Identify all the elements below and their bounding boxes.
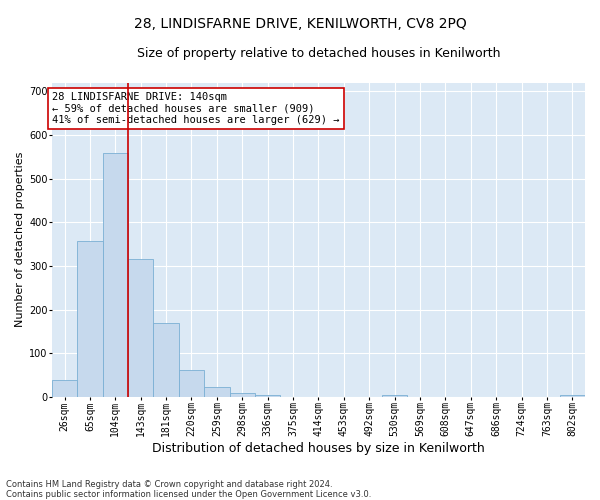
Bar: [179, 370, 204, 397]
Bar: [52, 380, 77, 397]
Text: 28 LINDISFARNE DRIVE: 140sqm
← 59% of detached houses are smaller (909)
41% of s: 28 LINDISFARNE DRIVE: 140sqm ← 59% of de…: [52, 92, 340, 125]
Bar: [560, 395, 585, 397]
Text: Contains public sector information licensed under the Open Government Licence v3: Contains public sector information licen…: [6, 490, 371, 499]
Bar: [103, 154, 128, 397]
Bar: [204, 388, 230, 397]
Title: Size of property relative to detached houses in Kenilworth: Size of property relative to detached ho…: [137, 48, 500, 60]
Bar: [230, 392, 255, 397]
Bar: [382, 395, 407, 397]
Text: 28, LINDISFARNE DRIVE, KENILWORTH, CV8 2PQ: 28, LINDISFARNE DRIVE, KENILWORTH, CV8 2…: [134, 18, 466, 32]
Y-axis label: Number of detached properties: Number of detached properties: [15, 152, 25, 328]
Bar: [255, 395, 280, 397]
Bar: [128, 260, 154, 397]
Text: Contains HM Land Registry data © Crown copyright and database right 2024.: Contains HM Land Registry data © Crown c…: [6, 480, 332, 489]
X-axis label: Distribution of detached houses by size in Kenilworth: Distribution of detached houses by size …: [152, 442, 485, 455]
Bar: [77, 240, 103, 397]
Bar: [154, 323, 179, 397]
